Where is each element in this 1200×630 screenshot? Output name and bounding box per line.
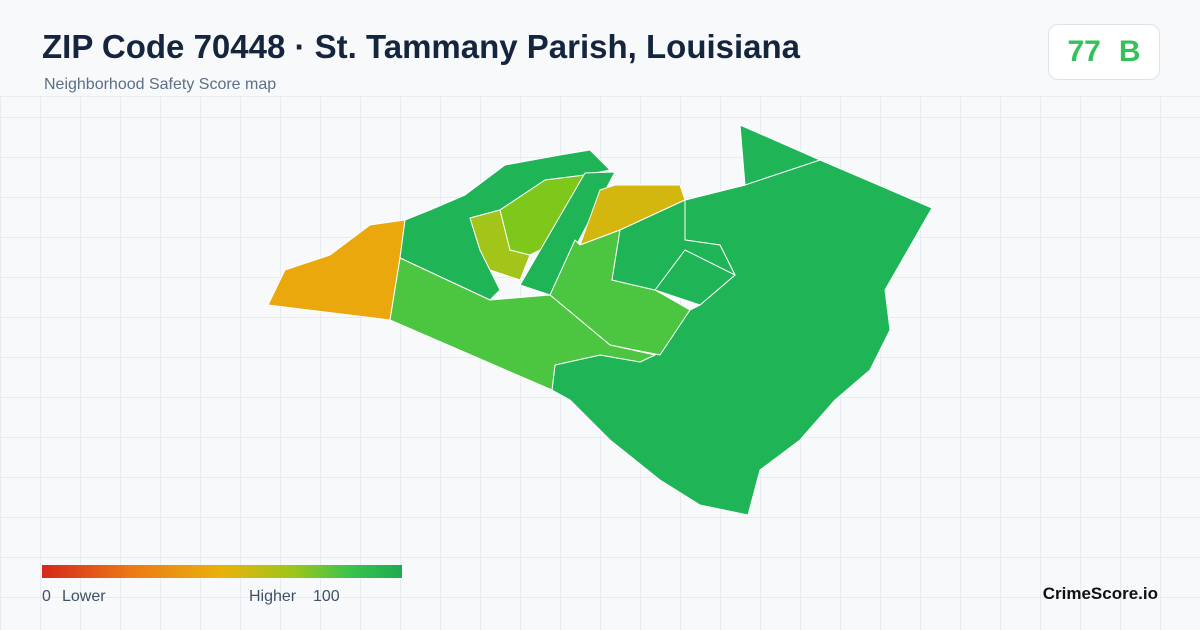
region	[267, 219, 406, 321]
legend-gradient	[42, 565, 402, 578]
subtitle: Neighborhood Safety Score map	[44, 76, 277, 93]
boundary	[654, 249, 736, 291]
score: 77	[1067, 35, 1101, 68]
legend-low: Lower	[62, 588, 106, 605]
score-badge: 77 B	[1048, 24, 1160, 80]
header: ZIP Code 70448 · St. Tammany Parish, Lou…	[0, 0, 1200, 97]
brand: CrimeScore.io	[1042, 584, 1158, 603]
boundary	[684, 159, 821, 201]
title: ZIP Code 70448 · St. Tammany Parish, Lou…	[42, 28, 801, 65]
legend-min: 0	[42, 588, 51, 605]
legend-high: Higher	[249, 588, 297, 605]
legend-max: 100	[313, 588, 340, 605]
region	[389, 257, 656, 391]
grade: B	[1118, 35, 1141, 68]
